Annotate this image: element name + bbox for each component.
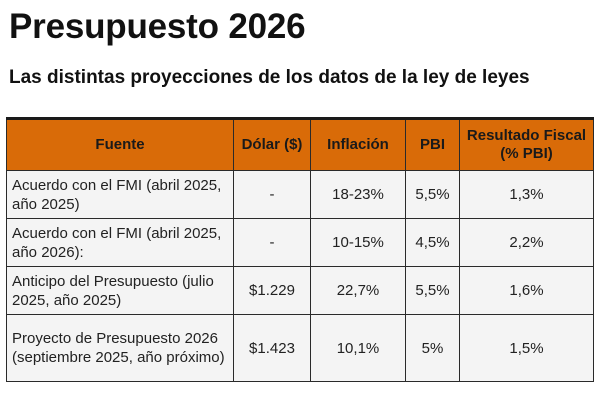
header-resultado-fiscal: Resultado Fiscal (% PBI)	[459, 117, 594, 171]
header-dolar: Dólar ($)	[233, 117, 311, 171]
table-row: Proyecto de Presupuesto 2026 (septiembre…	[6, 314, 594, 382]
budget-projections-table: Fuente Dólar ($) Inflación PBI Resultado…	[6, 117, 594, 382]
header-row: Fuente Dólar ($) Inflación PBI Resultado…	[6, 117, 594, 171]
cell-resultado-fiscal: 2,2%	[459, 218, 594, 267]
cell-pbi: 5,5%	[405, 266, 460, 315]
cell-fuente: Proyecto de Presupuesto 2026 (septiembre…	[6, 314, 234, 382]
cell-resultado-fiscal: 1,5%	[459, 314, 594, 382]
budget-table-container: Fuente Dólar ($) Inflación PBI Resultado…	[6, 117, 594, 382]
cell-inflacion: 18-23%	[310, 170, 406, 219]
header-pbi: PBI	[405, 117, 460, 171]
table-row: Anticipo del Presupuesto (julio 2025, añ…	[6, 266, 594, 315]
table-row: Acuerdo con el FMI (abril 2025, año 2026…	[6, 218, 594, 267]
page-title: Presupuesto 2026	[9, 7, 306, 46]
cell-pbi: 5,5%	[405, 170, 460, 219]
cell-dolar: $1.229	[233, 266, 311, 315]
cell-resultado-fiscal: 1,3%	[459, 170, 594, 219]
cell-resultado-fiscal: 1,6%	[459, 266, 594, 315]
table-header: Fuente Dólar ($) Inflación PBI Resultado…	[6, 117, 594, 171]
cell-fuente: Acuerdo con el FMI (abril 2025, año 2025…	[6, 170, 234, 219]
header-fuente: Fuente	[6, 117, 234, 171]
cell-dolar: -	[233, 218, 311, 267]
cell-inflacion: 22,7%	[310, 266, 406, 315]
cell-fuente: Anticipo del Presupuesto (julio 2025, añ…	[6, 266, 234, 315]
table-row: Acuerdo con el FMI (abril 2025, año 2025…	[6, 170, 594, 219]
cell-pbi: 5%	[405, 314, 460, 382]
page-subtitle: Las distintas proyecciones de los datos …	[9, 67, 530, 88]
cell-fuente: Acuerdo con el FMI (abril 2025, año 2026…	[6, 218, 234, 267]
cell-inflacion: 10,1%	[310, 314, 406, 382]
cell-inflacion: 10-15%	[310, 218, 406, 267]
cell-dolar: $1.423	[233, 314, 311, 382]
header-inflacion: Inflación	[310, 117, 406, 171]
table-body: Acuerdo con el FMI (abril 2025, año 2025…	[6, 170, 594, 382]
cell-pbi: 4,5%	[405, 218, 460, 267]
cell-dolar: -	[233, 170, 311, 219]
